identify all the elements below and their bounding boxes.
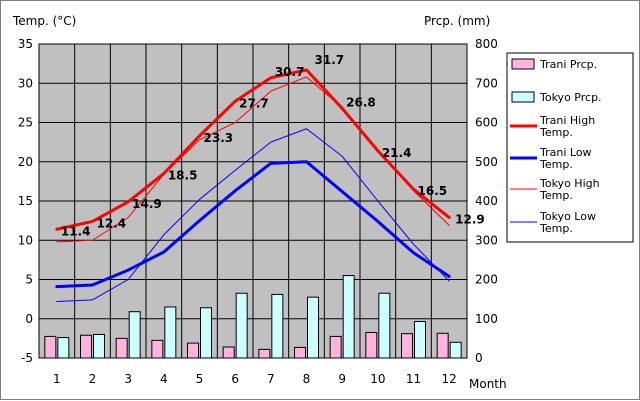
legend-label: Tokyo Prcp.	[539, 91, 602, 104]
bar	[307, 296, 319, 359]
bar	[222, 346, 235, 359]
data-label: 30.7	[275, 65, 305, 79]
prcp-tick-label: 200	[475, 273, 498, 287]
data-label: 31.7	[315, 53, 345, 67]
bar	[80, 334, 92, 359]
bar-series-0	[44, 331, 449, 359]
bar	[329, 335, 342, 359]
bar	[115, 337, 128, 359]
data-label: 12.4	[97, 216, 127, 230]
bar	[365, 331, 378, 359]
data-label: 23.3	[204, 131, 234, 145]
bar	[342, 275, 355, 359]
legend-swatch	[511, 91, 535, 103]
series-line	[56, 128, 450, 302]
bar	[401, 333, 413, 359]
temp-tick-label: 10	[18, 233, 33, 247]
data-label: 18.5	[168, 169, 198, 183]
right-axis-title: Prcp. (mm)	[424, 14, 490, 28]
legend-entry: Tokyo Prcp.	[511, 91, 602, 104]
x-tick-label: 6	[231, 372, 239, 386]
data-label: 12.9	[455, 212, 485, 226]
bar	[258, 348, 271, 359]
bar-series-1	[57, 275, 462, 359]
legend-label: Temp.	[539, 222, 573, 235]
legend-label: Temp.	[539, 126, 573, 139]
x-tick-label: 2	[89, 372, 97, 386]
bar	[200, 307, 212, 359]
x-axis-title: Month	[469, 377, 507, 391]
prcp-tick-label: 800	[475, 37, 498, 51]
x-tick-label: 5	[196, 372, 204, 386]
temp-tick-label: 15	[18, 194, 33, 208]
legend-entry: Trani Prcp.	[511, 58, 597, 71]
temp-tick-label: 25	[18, 116, 33, 130]
data-label: 11.4	[61, 224, 91, 238]
temp-tick-label: 30	[18, 76, 33, 90]
temp-tick-label: -5	[21, 351, 33, 365]
data-label: 27.7	[239, 96, 269, 110]
temp-tick-label: 5	[25, 273, 33, 287]
x-tick-label: 8	[303, 372, 311, 386]
legend-label: Temp.	[539, 189, 573, 202]
bar	[378, 292, 391, 359]
bar	[151, 339, 164, 359]
bar	[187, 342, 199, 359]
bar	[294, 346, 306, 359]
data-label: 16.5	[418, 184, 448, 198]
data-label: 14.9	[132, 197, 162, 211]
prcp-tick-label: 0	[475, 351, 483, 365]
x-tick-label: 12	[442, 372, 457, 386]
temp-tick-label: 20	[18, 155, 33, 169]
legend-label: Tokyo High	[539, 177, 600, 190]
bar	[235, 292, 248, 359]
prcp-tick-label: 100	[475, 312, 498, 326]
legend-label: Temp.	[539, 158, 573, 171]
x-tick-label: 9	[338, 372, 346, 386]
bar	[449, 341, 462, 359]
legend-label: Tokyo Low	[539, 210, 596, 223]
x-tick-label: 11	[406, 372, 421, 386]
data-label: 26.8	[346, 95, 376, 109]
temp-tick-label: 0	[25, 312, 33, 326]
x-tick-label: 1	[53, 372, 61, 386]
prcp-tick-label: 400	[475, 194, 498, 208]
bar	[128, 311, 141, 359]
legend-label: Trani Prcp.	[539, 58, 597, 71]
bar	[93, 333, 105, 359]
bar	[57, 337, 70, 359]
prcp-tick-label: 700	[475, 76, 498, 90]
legend-label: Trani Low	[539, 146, 592, 159]
prcp-tick-label: 300	[475, 233, 498, 247]
bar	[271, 293, 284, 359]
x-tick-label: 10	[370, 372, 385, 386]
bar	[164, 306, 177, 359]
series-line	[55, 68, 451, 231]
legend-box	[506, 52, 634, 243]
bar	[414, 320, 426, 359]
prcp-tick-label: 500	[475, 155, 498, 169]
bar	[44, 335, 57, 359]
temp-tick-label: 35	[18, 37, 33, 51]
x-tick-label: 3	[124, 372, 132, 386]
prcp-tick-label: 600	[475, 116, 498, 130]
legend-label: Trani High	[539, 114, 595, 127]
x-tick-label: 7	[267, 372, 275, 386]
series-line	[55, 160, 451, 289]
bar	[436, 332, 449, 359]
x-tick-label: 4	[160, 372, 168, 386]
left-axis-title: Temp. (°C)	[12, 14, 76, 28]
legend-swatch	[511, 58, 535, 70]
data-label: 21.4	[382, 146, 412, 160]
